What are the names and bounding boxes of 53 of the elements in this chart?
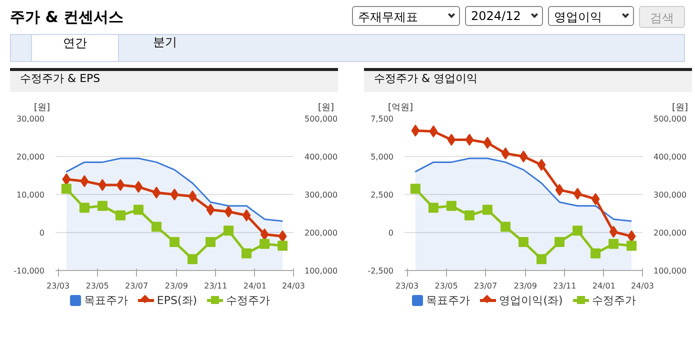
y-tick-label: 20,000 [16, 152, 45, 162]
legend-label: 수정주가 [592, 293, 636, 308]
y2-tick-label: 200,000 [304, 228, 338, 238]
x-tick-label: 24/01 [243, 282, 266, 290]
y-tick-label: 2,500 [370, 190, 394, 200]
y2-tick-label: 500,000 [654, 114, 687, 124]
y-tick-label: 30,000 [16, 114, 45, 124]
y-tick-label: 0 [39, 228, 45, 238]
x-tick-label: 24/03 [282, 282, 306, 290]
text: 분기 [152, 34, 178, 51]
x-tick-label: 23/07 [125, 282, 148, 290]
x-tick-label: 23/07 [474, 282, 498, 290]
y2-tick-label: 200,000 [654, 228, 687, 238]
text: 영업이익 [548, 6, 634, 26]
x-tick-label: 23/09 [514, 282, 537, 290]
x-tick-label: 24/01 [592, 282, 616, 290]
legend-label: EPS(좌) [156, 293, 198, 308]
y2-axis-title: [원] [672, 102, 688, 115]
x-tick-label: 23/11 [204, 282, 228, 290]
text: 검색 [639, 6, 685, 28]
text: 2024/12 [465, 6, 543, 26]
x-tick-label: 23/03 [46, 282, 70, 290]
y2-tick-label: 300,000 [304, 190, 338, 200]
y-tick-label: 10,000 [16, 190, 45, 200]
y-axis-title: [원] [34, 102, 50, 115]
legend-label: 목표주가 [426, 293, 470, 308]
y-axis-title: [억원] [388, 102, 414, 115]
y-tick-label: 7,500 [370, 114, 394, 124]
y-tick-label: -10,000 [14, 266, 45, 276]
y2-tick-label: 400,000 [654, 152, 687, 162]
chart-title: 수정주가 & EPS [10, 68, 338, 92]
y2-tick-label: 500,000 [304, 114, 338, 124]
text: 주재무제표 [352, 6, 460, 26]
legend-label: 목표주가 [84, 293, 128, 308]
y-tick-label: 5,000 [370, 152, 394, 162]
y-tick-label: 0 [388, 228, 394, 238]
legend-label: 영업이익(좌) [499, 293, 563, 308]
legend-label: 수정주가 [226, 293, 270, 308]
x-tick-label: 23/11 [553, 282, 576, 290]
y2-axis-title: [원] [318, 102, 334, 115]
y2-tick-label: 400,000 [304, 152, 338, 162]
y2-tick-label: 100,000 [304, 266, 338, 276]
text: 연간 [31, 34, 119, 61]
chart-title: 수정주가 & 영업이익 [364, 68, 692, 92]
y2-tick-label: 100,000 [654, 266, 687, 276]
y2-tick-label: 300,000 [654, 190, 687, 200]
x-tick-label: 24/03 [630, 282, 654, 290]
y-tick-label: -2,500 [368, 266, 394, 276]
x-tick-label: 23/09 [164, 282, 188, 290]
text: 주가 & 컨센서스 [10, 8, 124, 26]
x-tick-label: 23/05 [434, 282, 458, 290]
x-tick-label: 23/03 [396, 282, 419, 290]
x-tick-label: 23/05 [86, 282, 109, 290]
